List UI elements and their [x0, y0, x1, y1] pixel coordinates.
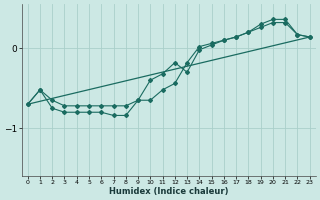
X-axis label: Humidex (Indice chaleur): Humidex (Indice chaleur): [109, 187, 228, 196]
